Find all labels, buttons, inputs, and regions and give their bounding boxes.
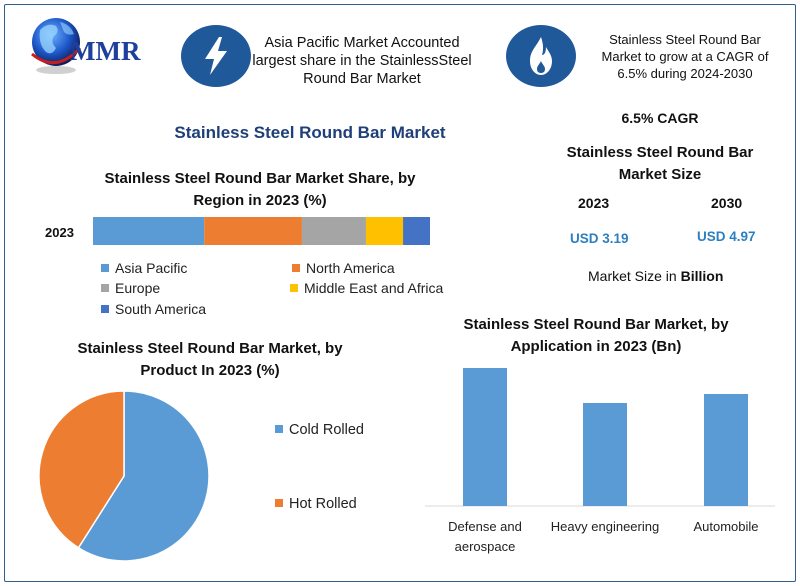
- legend-label-europe: Europe: [115, 280, 161, 296]
- usd-2030-value: USD 4.97: [697, 229, 756, 244]
- right-highlight-line-3: 6.5% during 2024-2030: [617, 66, 753, 81]
- year-2023-label: 2023: [578, 195, 610, 211]
- left-highlight-line-3: Round Bar Market: [303, 71, 421, 87]
- x-tick-label-heavy-engineering: Heavy engineering: [551, 519, 659, 534]
- region-chart-title-line-2: Region in 2023 (%): [193, 192, 327, 209]
- legend-label-cold-rolled: Cold Rolled: [289, 422, 364, 438]
- right-highlight-line-2: Market to grow at a CAGR of: [601, 49, 769, 64]
- legend-swatch-europe: [101, 284, 109, 293]
- flame-icon: [530, 37, 552, 75]
- left-highlight-line-2: largest share in the StainlessSteel: [252, 53, 472, 69]
- bar-automobile: [704, 394, 748, 506]
- legend-label-south-america: South America: [115, 301, 207, 317]
- product-chart-title-line-2: Product In 2023 (%): [140, 362, 280, 379]
- legend-label-north-america: North America: [306, 260, 395, 276]
- main-title: Stainless Steel Round Bar Market: [174, 123, 446, 142]
- lightning-icon-circle: [181, 25, 251, 87]
- mmr-logo: MMR: [16, 10, 166, 80]
- market-size-unit-bold: Billion: [680, 268, 724, 284]
- legend-swatch-south-america: [101, 305, 109, 314]
- market-size-title: Stainless Steel Round Bar Market Size: [540, 142, 780, 186]
- market-size-unit: Market Size in Billion: [588, 268, 723, 284]
- region-bar-year-label: 2023: [45, 225, 74, 240]
- legend-north-america: North America: [292, 260, 395, 276]
- legend-cold-rolled: Cold Rolled: [275, 422, 364, 438]
- bar-segment-asia-pacific: [93, 217, 205, 245]
- legend-swatch-cold-rolled: [275, 425, 283, 434]
- usd-2023-value: USD 3.19: [570, 231, 629, 246]
- product-pie-chart: [38, 390, 210, 562]
- legend-south-america: South America: [101, 301, 206, 317]
- legend-label-middle-east-africa: Middle East and Africa: [304, 280, 444, 296]
- bar-segment-europe: [301, 217, 366, 245]
- bar-segment-middle-east-and-africa: [365, 217, 404, 245]
- right-highlight-text: Stainless Steel Round Bar Market to grow…: [585, 31, 785, 82]
- market-size-title-line-1: Stainless Steel Round Bar: [566, 144, 754, 161]
- application-chart-title-line-1: Stainless Steel Round Bar Market, by: [463, 316, 729, 333]
- legend-middle-east-africa: Middle East and Africa: [290, 280, 443, 296]
- globe-icon: [31, 18, 82, 74]
- application-bar-chart: Defense and aerospace Heavy engineering Aut…: [425, 368, 775, 554]
- legend-label-asia-pacific: Asia Pacific: [115, 260, 188, 276]
- cagr-label: 6.5% CAGR: [621, 110, 699, 126]
- region-stacked-bar: [93, 217, 430, 245]
- region-chart-title-line-1: Stainless Steel Round Bar Market Share, …: [104, 170, 416, 187]
- x-tick-label-defense-and-aerospace-2: aerospace: [455, 539, 516, 554]
- application-chart-title-line-2: Application in 2023 (Bn): [510, 338, 682, 355]
- region-chart-title: Stainless Steel Round Bar Market Share, …: [85, 168, 435, 212]
- x-tick-label-automobile: Automobile: [693, 519, 758, 534]
- bar-segment-north-america: [204, 217, 302, 245]
- legend-swatch-north-america: [292, 264, 300, 273]
- infographic-frame: [4, 4, 796, 582]
- legend-hot-rolled: Hot Rolled: [275, 496, 357, 512]
- year-2030-label: 2030: [711, 195, 743, 211]
- product-chart-title-line-1: Stainless Steel Round Bar Market, by: [77, 340, 343, 357]
- legend-label-hot-rolled: Hot Rolled: [289, 496, 357, 512]
- legend-swatch-middle-east-africa: [290, 284, 298, 293]
- product-chart-title: Stainless Steel Round Bar Market, by Pro…: [50, 338, 370, 382]
- x-tick-label-defense-and-aerospace-1: Defense and: [448, 519, 522, 534]
- lightning-bolt-icon: [205, 37, 227, 75]
- application-chart-title: Stainless Steel Round Bar Market, by App…: [436, 314, 756, 358]
- pie-slice-cold-rolled: [77, 390, 210, 562]
- legend-swatch-hot-rolled: [275, 499, 283, 508]
- market-size-unit-prefix: Market Size in: [588, 268, 681, 284]
- right-highlight-line-1: Stainless Steel Round Bar: [609, 32, 761, 47]
- flame-icon-circle: [506, 25, 576, 87]
- logo-text: MMR: [70, 36, 141, 66]
- bar-heavy-engineering: [583, 403, 627, 506]
- legend-asia-pacific: Asia Pacific: [101, 260, 187, 276]
- bar-segment-south-america: [403, 217, 430, 245]
- pie-slice-hot-rolled: [38, 390, 125, 549]
- legend-swatch-asia-pacific: [101, 264, 109, 273]
- bar-defense-and-aerospace: [463, 368, 507, 506]
- left-highlight-line-1: Asia Pacific Market Accounted: [264, 35, 460, 51]
- legend-europe: Europe: [101, 280, 160, 296]
- market-size-title-line-2: Market Size: [618, 166, 702, 183]
- left-highlight-text: Asia Pacific Market Accounted largest sh…: [246, 34, 478, 88]
